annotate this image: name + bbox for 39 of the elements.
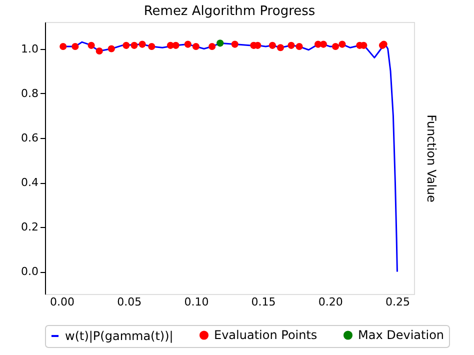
point xyxy=(60,42,67,50)
y-tick-label: 0.6 xyxy=(21,131,38,144)
point xyxy=(138,40,146,48)
point xyxy=(96,47,103,55)
point xyxy=(231,40,238,48)
legend-label: Evaluation Points xyxy=(214,328,318,342)
point xyxy=(130,42,138,49)
point xyxy=(296,42,303,50)
point xyxy=(122,42,130,49)
x-tick-label: 0.10 xyxy=(184,296,209,308)
y-axis-title: Function Value xyxy=(424,114,438,202)
x-tick-label: 0.20 xyxy=(318,296,343,308)
point xyxy=(268,42,276,49)
point xyxy=(216,40,224,47)
x-tick-label: 0.05 xyxy=(117,296,142,308)
point xyxy=(320,40,327,48)
point xyxy=(72,42,79,50)
x-tick-label: 0.00 xyxy=(50,296,75,308)
point xyxy=(172,42,180,49)
point xyxy=(148,42,156,50)
legend-label: Max Deviation xyxy=(358,328,444,342)
y-tick-label: 1.0 xyxy=(21,42,38,56)
y-tick-label: 0.8 xyxy=(21,86,38,100)
point xyxy=(208,42,216,50)
x-tick-label: 0.25 xyxy=(385,296,410,308)
y-tick-label: 0.4 xyxy=(21,176,38,190)
point xyxy=(288,42,295,49)
y-tick-label: 0.2 xyxy=(21,220,38,234)
point xyxy=(276,44,284,52)
point xyxy=(108,45,115,52)
point xyxy=(88,42,95,49)
point xyxy=(338,40,346,48)
y-tick-label: 0.0 xyxy=(21,265,38,278)
chart-title: Remez Algorithm Progress xyxy=(144,4,316,19)
point xyxy=(332,42,340,50)
point xyxy=(184,40,192,48)
legend-label: w(t)|P(gamma(t))| xyxy=(65,329,174,343)
x-tick-label: 0.15 xyxy=(251,296,276,308)
point xyxy=(192,42,200,50)
